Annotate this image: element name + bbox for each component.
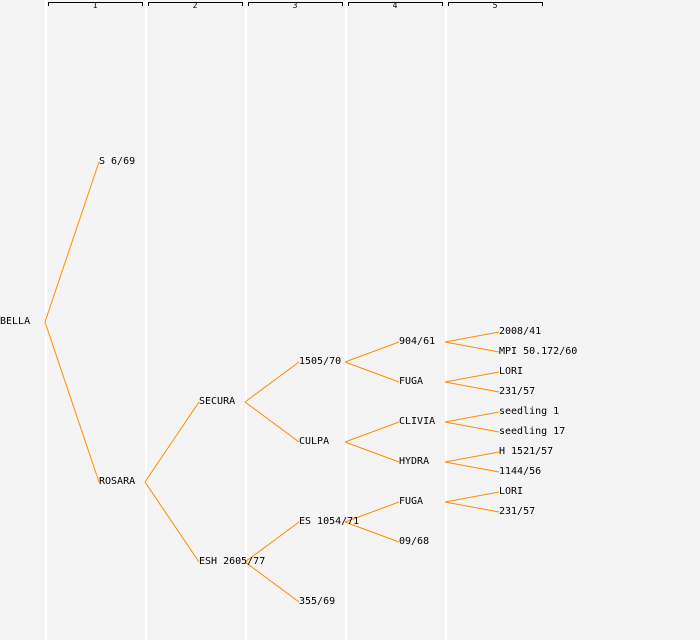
generation-bracket: [248, 2, 343, 6]
generation-label: 2: [192, 1, 198, 10]
pedigree-node[interactable]: 231/57: [499, 506, 536, 517]
pedigree-connector: [44, 321, 100, 483]
pedigree-connector: [344, 441, 400, 463]
pedigree-connector: [444, 331, 500, 343]
pedigree-connector: [344, 521, 400, 543]
pedigree-connector: [444, 501, 500, 513]
pedigree-connector: [244, 401, 300, 443]
pedigree-node[interactable]: 1505/70: [299, 356, 342, 367]
generation-bracket: [348, 2, 443, 6]
pedigree-node[interactable]: 355/69: [299, 596, 336, 607]
pedigree-connector: [244, 561, 300, 603]
pedigree-node[interactable]: CLIVIA: [399, 416, 436, 427]
pedigree-connector: [444, 341, 500, 353]
pedigree-connector: [444, 491, 500, 503]
pedigree-connector: [344, 421, 400, 443]
generation-label: 3: [292, 1, 298, 10]
pedigree-connector: [144, 481, 200, 563]
pedigree-node[interactable]: 2008/41: [499, 326, 542, 337]
pedigree-connector: [244, 521, 300, 563]
pedigree-connector: [444, 451, 500, 463]
pedigree-node[interactable]: HYDRA: [399, 456, 430, 467]
pedigree-connector: [44, 161, 100, 323]
pedigree-node[interactable]: seedling 1: [499, 406, 560, 417]
column-divider: [145, 0, 147, 640]
pedigree-node[interactable]: 1144/56: [499, 466, 542, 477]
generation-bracket: [448, 2, 543, 6]
pedigree-node[interactable]: ESH 2605/77: [199, 556, 266, 567]
pedigree-node[interactable]: CULPA: [299, 436, 330, 447]
pedigree-node[interactable]: FUGA: [399, 496, 424, 507]
generation-bracket: [148, 2, 243, 6]
pedigree-node[interactable]: MPI 50.172/60: [499, 346, 578, 357]
pedigree-node[interactable]: H 1521/57: [499, 446, 554, 457]
generation-label: 1: [92, 1, 98, 10]
generation-label: 4: [392, 1, 398, 10]
pedigree-connector: [344, 361, 400, 383]
pedigree-node[interactable]: S 6/69: [99, 156, 136, 167]
generation-bracket: [48, 2, 143, 6]
pedigree-connector: [444, 371, 500, 383]
pedigree-connector: [444, 461, 500, 473]
pedigree-connector: [444, 411, 500, 423]
pedigree-node[interactable]: LORI: [499, 366, 524, 377]
pedigree-node[interactable]: LORI: [499, 486, 524, 497]
pedigree-node[interactable]: seedling 17: [499, 426, 566, 437]
pedigree-root[interactable]: BELLA: [0, 316, 31, 327]
pedigree-node[interactable]: 904/61: [399, 336, 436, 347]
pedigree-node[interactable]: 231/57: [499, 386, 536, 397]
generation-label: 5: [492, 1, 498, 10]
column-divider: [245, 0, 247, 640]
pedigree-connector: [144, 401, 200, 483]
column-divider: [345, 0, 347, 640]
pedigree-connector: [344, 501, 400, 523]
pedigree-node[interactable]: FUGA: [399, 376, 424, 387]
column-divider: [445, 0, 447, 640]
pedigree-node[interactable]: SECURA: [199, 396, 236, 407]
pedigree-node[interactable]: ES 1054/71: [299, 516, 360, 527]
pedigree-connector: [444, 421, 500, 433]
pedigree-node[interactable]: 09/68: [399, 536, 430, 547]
pedigree-connector: [344, 341, 400, 363]
pedigree-connector: [444, 381, 500, 393]
pedigree-node[interactable]: ROSARA: [99, 476, 136, 487]
pedigree-connector: [244, 361, 300, 403]
